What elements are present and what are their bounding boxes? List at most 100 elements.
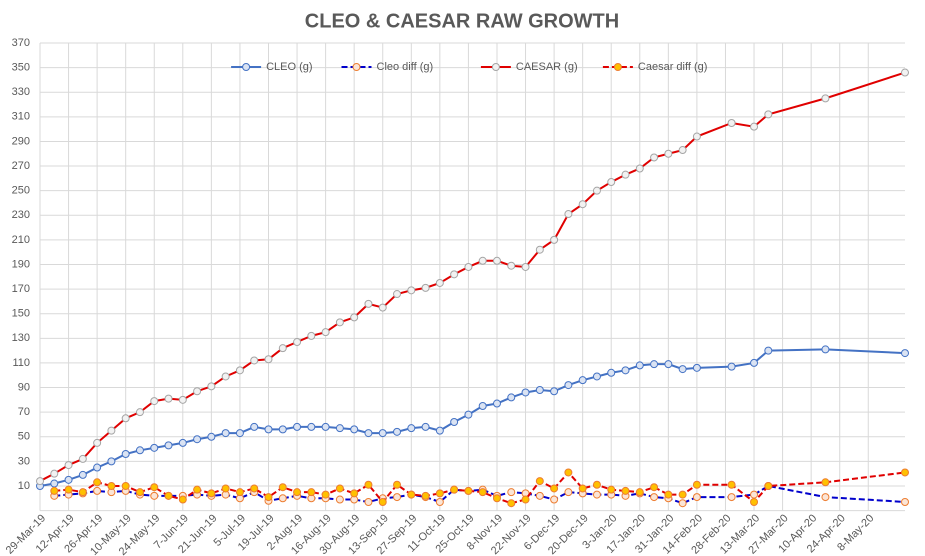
point (364, 299, 373, 308)
point (592, 186, 601, 195)
point (93, 438, 102, 447)
point (335, 424, 344, 433)
point (278, 425, 287, 434)
point (207, 432, 216, 441)
y-tick-label: 250 (12, 185, 30, 197)
point (901, 68, 909, 77)
chart-title: CLEO & CAESAR RAW GROWTH (305, 10, 619, 32)
point (492, 399, 501, 408)
point (193, 435, 202, 444)
legend-marker (242, 63, 251, 71)
y-tick-label: 310 (12, 111, 30, 123)
point (635, 361, 644, 370)
point (650, 493, 659, 502)
point (464, 486, 473, 495)
point (692, 493, 701, 502)
y-tick-label: 150 (12, 308, 30, 320)
legend-label: CAESAR (g) (516, 61, 578, 73)
point (378, 303, 387, 312)
y-tick-label: 290 (12, 135, 30, 147)
point (578, 200, 587, 209)
point (421, 491, 430, 500)
point (450, 418, 459, 427)
point (193, 387, 202, 396)
point (121, 481, 130, 490)
point (307, 331, 316, 340)
point (207, 382, 216, 391)
point (364, 429, 373, 438)
grid (39, 42, 905, 511)
point (550, 484, 559, 493)
point (664, 490, 673, 499)
point (107, 481, 116, 490)
point (278, 483, 287, 492)
point (250, 356, 259, 365)
point (621, 170, 630, 179)
y-tick-label: 350 (12, 62, 30, 74)
point (393, 427, 402, 436)
point (307, 488, 316, 497)
point (178, 395, 187, 404)
point (650, 483, 659, 492)
point (364, 480, 373, 489)
point (535, 245, 544, 254)
point (164, 491, 173, 500)
point (821, 345, 830, 354)
point (321, 328, 330, 337)
point (435, 489, 444, 498)
point (407, 424, 416, 433)
point (750, 122, 759, 131)
point (678, 365, 687, 374)
point (521, 262, 530, 271)
point (607, 368, 616, 377)
series-line (39, 348, 906, 487)
point (335, 318, 344, 327)
point (150, 491, 159, 500)
point (678, 499, 687, 508)
point (93, 463, 102, 472)
point (178, 495, 187, 504)
point (50, 486, 59, 495)
point (164, 394, 173, 403)
point (78, 470, 87, 479)
y-tick-label: 30 (18, 455, 30, 467)
point (464, 410, 473, 419)
point (264, 425, 273, 434)
point (564, 468, 573, 477)
point (727, 118, 736, 127)
y-tick-label: 130 (12, 332, 30, 344)
point (750, 490, 759, 499)
y-tick-label: 50 (18, 431, 30, 443)
point (764, 481, 773, 490)
point (478, 256, 487, 265)
point (364, 497, 373, 506)
y-tick-label: 110 (12, 357, 30, 369)
series-line (39, 71, 906, 482)
point (535, 386, 544, 395)
point (727, 493, 736, 502)
point (150, 483, 159, 492)
legend-label: Caesar diff (g) (638, 61, 708, 73)
y-tick-label: 170 (12, 283, 30, 295)
point (901, 468, 909, 477)
point (507, 261, 516, 270)
point (93, 478, 102, 487)
point (293, 488, 302, 497)
point (407, 490, 416, 499)
legend-label: CLEO (g) (266, 61, 312, 73)
point (521, 388, 530, 397)
point (450, 485, 459, 494)
point (321, 422, 330, 431)
point (592, 372, 601, 381)
point (293, 338, 302, 347)
point (764, 346, 773, 355)
point (221, 372, 230, 381)
point (78, 488, 87, 497)
point (507, 393, 516, 402)
point (421, 422, 430, 431)
point (335, 484, 344, 493)
point (507, 499, 516, 508)
point (264, 493, 273, 502)
point (692, 363, 701, 372)
